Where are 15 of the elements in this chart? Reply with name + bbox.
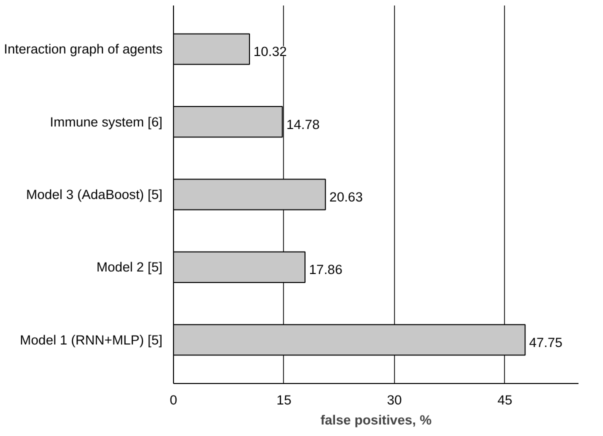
data-label: 10.32 <box>253 44 287 60</box>
x-tick-label: 0 <box>170 392 178 408</box>
x-axis-title: false positives, % <box>320 412 432 428</box>
y-tick-label: Model 3 (AdaBoost) [5] <box>26 187 163 202</box>
x-tick-label: 45 <box>497 392 512 408</box>
y-tick-label: Model 2 [5] <box>96 260 163 275</box>
data-label: 47.75 <box>529 334 562 350</box>
data-label: 14.78 <box>286 116 320 132</box>
x-tick-label: 15 <box>276 392 292 408</box>
data-label: 17.86 <box>309 262 342 278</box>
y-tick-label: Immune system [6] <box>50 114 163 130</box>
x-tick-label: 30 <box>386 392 402 408</box>
y-tick-label: Interaction graph of agents <box>4 42 163 57</box>
data-label: 20.63 <box>329 190 363 204</box>
y-tick-label: Model 1 (RNN+MLP) [5] <box>20 332 163 348</box>
